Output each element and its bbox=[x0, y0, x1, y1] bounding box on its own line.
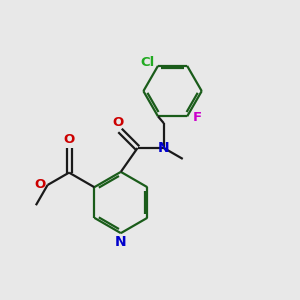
Text: N: N bbox=[115, 236, 127, 250]
Text: Cl: Cl bbox=[140, 56, 154, 69]
Text: O: O bbox=[35, 178, 46, 191]
Text: N: N bbox=[158, 141, 169, 155]
Text: O: O bbox=[112, 116, 123, 129]
Text: O: O bbox=[63, 134, 75, 146]
Text: F: F bbox=[192, 111, 202, 124]
